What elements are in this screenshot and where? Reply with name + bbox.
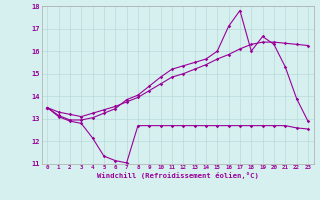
X-axis label: Windchill (Refroidissement éolien,°C): Windchill (Refroidissement éolien,°C) <box>97 172 259 179</box>
